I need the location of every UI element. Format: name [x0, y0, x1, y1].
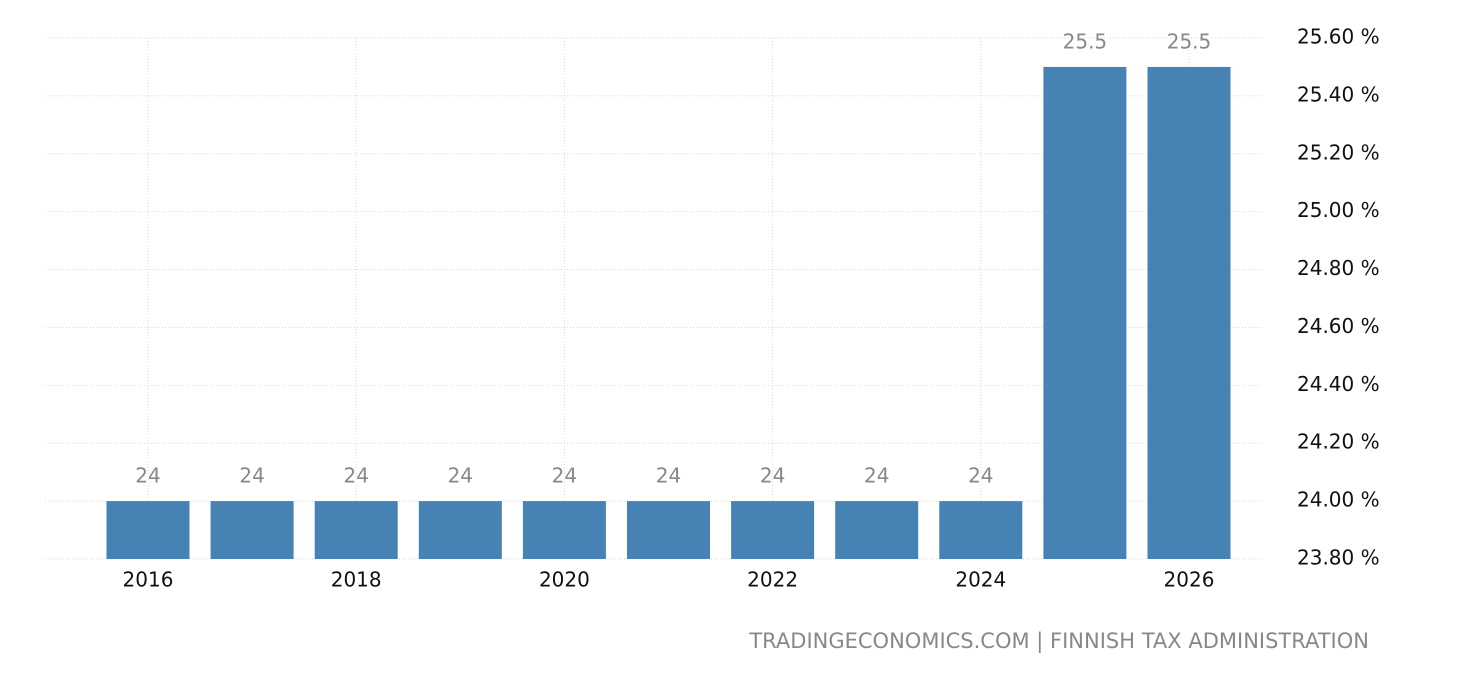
bar — [1147, 66, 1231, 559]
bar — [1043, 66, 1127, 559]
value-label: 24 — [135, 464, 160, 488]
y-tick-label: 25.40 % — [1297, 82, 1380, 106]
y-tick-label: 24.60 % — [1297, 314, 1380, 338]
value-label: 24 — [343, 464, 368, 488]
value-label: 25.5 — [1063, 29, 1108, 53]
value-label: 24 — [656, 464, 681, 488]
bar — [627, 501, 710, 559]
value-label: 24 — [239, 464, 264, 488]
value-label: 24 — [864, 464, 889, 488]
y-tick-label: 23.80 % — [1297, 546, 1380, 570]
value-label: 24 — [552, 464, 577, 488]
value-label: 24 — [968, 464, 993, 488]
y-tick-label: 25.00 % — [1297, 198, 1380, 222]
value-label: 24 — [760, 464, 785, 488]
x-tick-label: 2016 — [123, 568, 174, 592]
y-tick-label: 24.80 % — [1297, 256, 1380, 280]
y-tick-label: 25.60 % — [1297, 25, 1380, 49]
x-tick-label: 2026 — [1164, 568, 1215, 592]
bar — [835, 501, 919, 559]
x-tick-label: 2018 — [331, 568, 382, 592]
x-tick-label: 2022 — [747, 568, 798, 592]
x-tick-label: 2020 — [539, 568, 590, 592]
bar — [939, 501, 1023, 559]
value-label: 25.5 — [1167, 29, 1212, 53]
y-tick-label: 24.20 % — [1297, 430, 1380, 454]
bar — [731, 501, 815, 559]
source: TRADINGECONOMICS.COM | FINNISH TAX ADMIN… — [748, 629, 1369, 654]
bar — [418, 501, 502, 559]
x-tick-label: 2024 — [955, 568, 1006, 592]
bar — [314, 501, 398, 559]
bar — [210, 501, 294, 559]
value-label: 24 — [448, 464, 473, 488]
bar — [106, 501, 190, 559]
y-tick-label: 24.00 % — [1297, 488, 1380, 512]
y-tick-label: 24.40 % — [1297, 372, 1380, 396]
bar — [522, 501, 606, 559]
y-tick-label: 25.20 % — [1297, 140, 1380, 164]
